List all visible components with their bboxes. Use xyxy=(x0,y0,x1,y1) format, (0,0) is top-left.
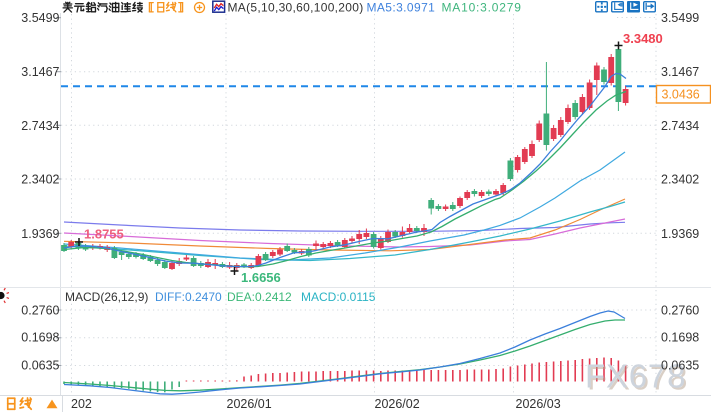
svg-text:202: 202 xyxy=(71,397,92,411)
svg-text:0.1698: 0.1698 xyxy=(661,331,699,345)
svg-text:FX678: FX678 xyxy=(585,358,686,395)
svg-text:0.0635: 0.0635 xyxy=(661,359,699,373)
svg-text:FX678: FX678 xyxy=(587,360,688,397)
svg-text:0.1698: 0.1698 xyxy=(21,331,59,345)
svg-text:2026/02: 2026/02 xyxy=(375,397,420,411)
svg-text:3.0436: 3.0436 xyxy=(662,88,700,102)
svg-text:2.3402: 2.3402 xyxy=(21,173,59,187)
svg-text:MACD(26,12,9): MACD(26,12,9) xyxy=(65,290,148,304)
svg-text:MA(5,10,30,60,100,200): MA(5,10,30,60,100,200) xyxy=(228,1,364,15)
svg-text:3.3480: 3.3480 xyxy=(623,31,663,46)
svg-text:3.1467: 3.1467 xyxy=(21,65,59,79)
svg-text:MA5:3.0971: MA5:3.0971 xyxy=(367,1,436,15)
svg-text:3.5499: 3.5499 xyxy=(21,11,59,25)
svg-text:2.7434: 2.7434 xyxy=(661,119,699,133)
svg-text:2026/01: 2026/01 xyxy=(227,397,272,411)
svg-text:0.0635: 0.0635 xyxy=(21,359,59,373)
svg-text:2.7434: 2.7434 xyxy=(21,119,59,133)
svg-text:0.2760: 0.2760 xyxy=(661,303,699,317)
svg-text:1.8755: 1.8755 xyxy=(84,227,124,242)
svg-text:0.2760: 0.2760 xyxy=(21,303,59,317)
svg-text:2026/03: 2026/03 xyxy=(516,397,561,411)
svg-text:DEA:0.2412: DEA:0.2412 xyxy=(227,290,292,304)
svg-text:DIFF:0.2470: DIFF:0.2470 xyxy=(155,290,222,304)
svg-text:MA10:3.0279: MA10:3.0279 xyxy=(442,1,522,15)
svg-text:3.1467: 3.1467 xyxy=(661,65,699,79)
svg-text:1.9369: 1.9369 xyxy=(21,227,59,241)
svg-text:2.3402: 2.3402 xyxy=(661,173,699,187)
svg-text:1.6656: 1.6656 xyxy=(241,270,281,285)
svg-text:MACD:0.0115: MACD:0.0115 xyxy=(301,290,376,304)
svg-text:1.9369: 1.9369 xyxy=(661,227,699,241)
svg-text:3.5499: 3.5499 xyxy=(661,11,699,25)
